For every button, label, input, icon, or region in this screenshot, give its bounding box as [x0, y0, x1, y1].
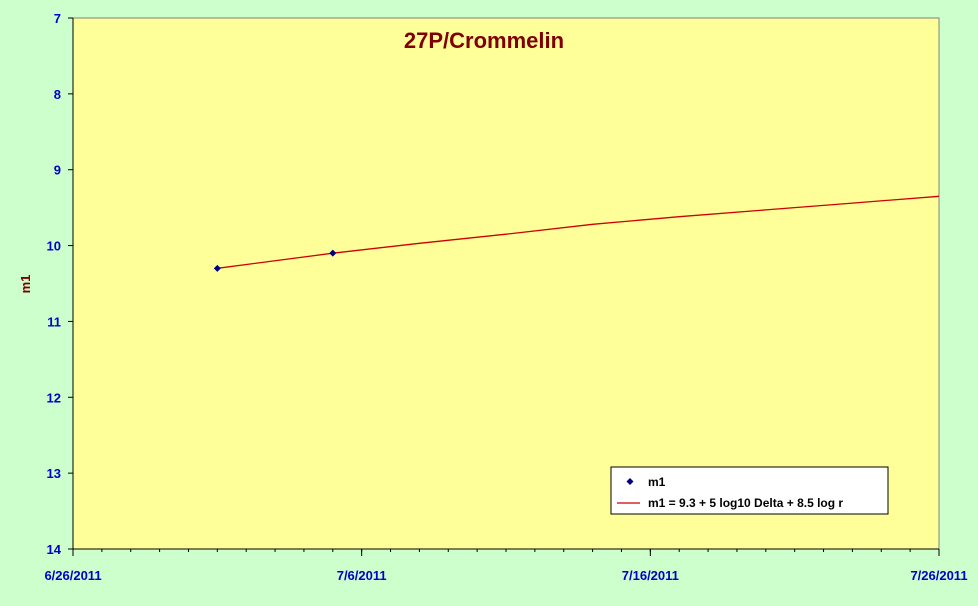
legend-label-m1: m1	[648, 475, 666, 489]
data-point-m1	[213, 264, 221, 272]
legend-box	[610, 466, 889, 515]
series-line-formula	[217, 195, 940, 269]
legend-marker-m1	[626, 478, 634, 485]
x-tick-label: 7/16/2011	[622, 568, 679, 583]
x-tick-label: 7/6/2011	[337, 568, 387, 583]
plot-area	[72, 17, 940, 550]
chart-title: 27P/Crommelin	[404, 28, 564, 53]
x-tick-label: 7/26/2011	[910, 568, 967, 583]
data-point-m1	[329, 249, 337, 257]
y-tick-label: 9	[54, 163, 61, 178]
y-tick-label: 12	[47, 390, 61, 405]
y-tick-label: 10	[47, 239, 61, 254]
legend: m1 m1 = 9.3 + 5 log10 Delta + 8.5 log r	[610, 466, 889, 515]
series	[213, 195, 940, 272]
y-tick-label: 7	[54, 11, 61, 26]
x-tick-label: 6/26/2011	[44, 568, 101, 583]
y-tick-label: 8	[54, 87, 61, 102]
y-tick-label: 14	[47, 542, 62, 557]
legend-label-formula: m1 = 9.3 + 5 log10 Delta + 8.5 log r	[648, 496, 843, 510]
y-axis-label: m1	[18, 275, 33, 294]
axes: 7 8 9 10 11 12 13 14 6/26/2011 7/6/2011 7/16/2011 7…	[44, 11, 967, 583]
y-tick-label: 11	[47, 314, 61, 329]
y-tick-label: 13	[47, 466, 61, 481]
